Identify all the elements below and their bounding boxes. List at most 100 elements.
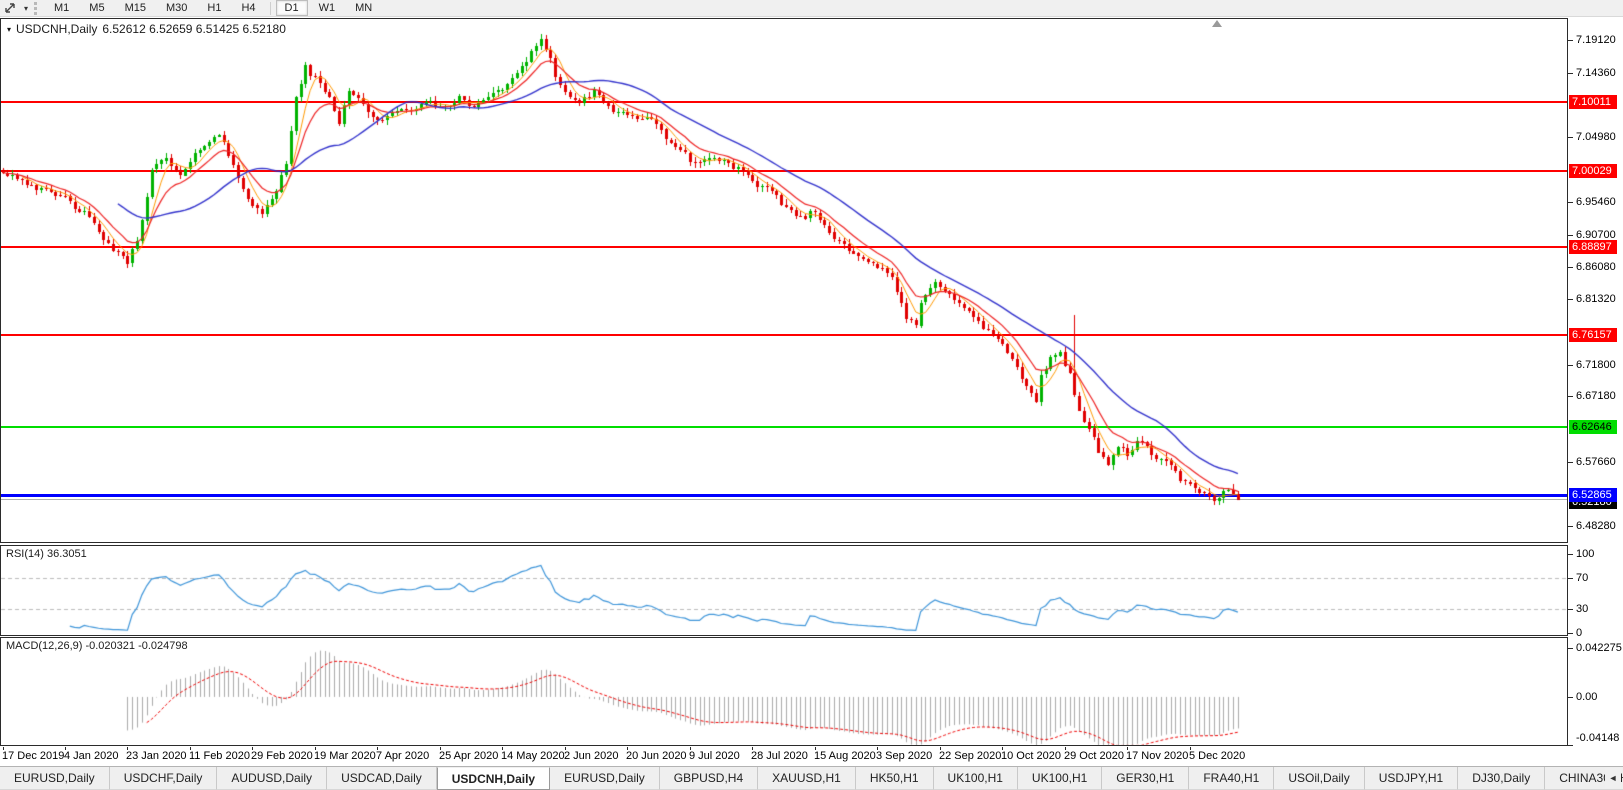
- chart-tab-uk100-h1[interactable]: UK100,H1: [933, 767, 1018, 790]
- date-axis-label: 9 Jul 2020: [689, 750, 740, 762]
- rsi-axis-label: 0: [1576, 627, 1583, 639]
- date-axis-label: 29 Feb 2020: [251, 750, 313, 762]
- price-axis-tick: [1568, 365, 1573, 366]
- date-axis-label: 10 Oct 2020: [1001, 750, 1061, 762]
- date-axis-tick: [940, 747, 941, 750]
- chart-title-collapse-icon[interactable]: ▾: [7, 24, 12, 34]
- date-axis-label: 17 Nov 2020: [1126, 750, 1189, 762]
- macd-axis-label: 0.042275: [1576, 642, 1622, 654]
- price-axis-tick: [1568, 40, 1573, 41]
- price-line-label-7.10011: 7.10011: [1569, 95, 1617, 109]
- date-axis-tick: [627, 747, 628, 750]
- chart-tab-xauusd-h1[interactable]: XAUUSD,H1: [758, 767, 856, 790]
- macd-axis-tick: [1568, 648, 1573, 649]
- chart-tab-bar: EURUSD,Daily USDCHF,Daily AUDUSD,Daily USDC…: [0, 766, 1623, 790]
- chart-shift-marker-icon[interactable]: [1212, 20, 1222, 27]
- price-chart-canvas[interactable]: [0, 18, 1568, 543]
- date-axis-tick: [127, 747, 128, 750]
- timeframe-buttons: M1 M5 M15 M30 H1 H4 D1 W1 MN: [44, 0, 382, 16]
- date-axis-label: 14 May 2020: [501, 750, 565, 762]
- date-axis-tick: [252, 747, 253, 750]
- price-axis-tick: [1568, 267, 1573, 268]
- price-axis-tick: [1568, 235, 1573, 236]
- chart-tab-eurusd-daily[interactable]: EURUSD,Daily: [550, 767, 660, 790]
- price-line-label-6.62646: 6.62646: [1569, 420, 1617, 434]
- chart-tab-usdcnh-daily[interactable]: USDCNH,Daily: [436, 767, 551, 790]
- timeframe-button-m30[interactable]: M30: [165, 2, 188, 14]
- price-axis-label: 6.86080: [1576, 261, 1616, 273]
- date-axis-tick: [3, 747, 4, 750]
- chart-tab-gbpusd-h4[interactable]: GBPUSD,H4: [659, 767, 759, 790]
- macd-header: MACD(12,26,9) -0.020321 -0.024798: [6, 640, 188, 652]
- price-axis-label: 7.04980: [1576, 131, 1616, 143]
- rsi-header: RSI(14) 36.3051: [6, 548, 87, 560]
- timeframe-button-h1[interactable]: H1: [207, 2, 222, 14]
- chart-tab-ger30-h1[interactable]: GER30,H1: [1102, 767, 1190, 790]
- chart-tab-eurusd-daily[interactable]: EURUSD,Daily: [0, 767, 110, 790]
- chart-tab-audusd-daily[interactable]: AUDUSD,Daily: [217, 767, 328, 790]
- timeframe-toolbar: ▾ M1 M5 M15 M30 H1 H4 D1 W1 MN: [0, 0, 1623, 17]
- rsi-axis-tick: [1568, 554, 1573, 555]
- date-axis-tick: [690, 747, 691, 750]
- cursor-tool-icon[interactable]: [0, 1, 20, 16]
- rsi-axis-tick: [1568, 633, 1573, 634]
- date-axis-tick: [65, 747, 66, 750]
- date-axis-label: 23 Jan 2020: [126, 750, 187, 762]
- dropdown-arrow-icon[interactable]: ▾: [23, 3, 28, 13]
- macd-axis-label: 0.00: [1576, 691, 1598, 703]
- macd-axis-tick: [1568, 697, 1573, 698]
- date-axis-label: 17 Dec 2019: [2, 750, 65, 762]
- date-axis-tick: [502, 747, 503, 750]
- date-axis-label: 19 Mar 2020: [314, 750, 376, 762]
- timeframe-button-m5[interactable]: M5: [89, 2, 105, 14]
- chart-tab-usdchf-daily[interactable]: USDCHF,Daily: [109, 767, 218, 790]
- toolbar-grip[interactable]: [34, 1, 40, 15]
- date-axis-label: 4 Jan 2020: [64, 750, 119, 762]
- price-axis-tick: [1568, 202, 1573, 203]
- date-axis-label: 5 Dec 2020: [1189, 750, 1246, 762]
- date-axis-tick: [1190, 747, 1191, 750]
- rsi-axis-tick: [1568, 609, 1573, 610]
- price-line-label-6.88897: 6.88897: [1569, 240, 1617, 254]
- date-axis-tick: [1127, 747, 1128, 750]
- tab-scroll-left-icon[interactable]: ◄: [1605, 768, 1621, 788]
- chart-tab-usdjpy-h1[interactable]: USDJPY,H1: [1364, 767, 1459, 790]
- cursor-tool-glyph: [4, 3, 15, 13]
- date-axis-tick: [190, 747, 191, 750]
- timeframe-button-d1[interactable]: D1: [275, 0, 308, 16]
- date-axis-label: 11 Feb 2020: [189, 750, 250, 762]
- date-axis-tick: [1002, 747, 1003, 750]
- chart-title[interactable]: ▾ USDCNH,Daily 6.52612 6.52659 6.51425 6…: [7, 22, 286, 36]
- timeframe-button-mn[interactable]: MN: [355, 2, 373, 14]
- date-axis-tick: [1065, 747, 1066, 750]
- price-axis-label: 6.90700: [1576, 229, 1616, 241]
- date-axis: 17 Dec 2019 4 Jan 2020 23 Jan 2020 11 Feb 2…: [0, 747, 1623, 765]
- chart-tab-dj30-daily[interactable]: DJ30,Daily: [1458, 767, 1546, 790]
- rsi-axis-tick: [1568, 578, 1573, 579]
- chart-tab-uk100-h1[interactable]: UK100,H1: [1017, 767, 1103, 790]
- price-axis-tick: [1568, 396, 1573, 397]
- timeframe-button-w1[interactable]: W1: [318, 2, 336, 14]
- price-axis-label: 6.48280: [1576, 520, 1616, 532]
- rsi-canvas[interactable]: [0, 545, 1568, 636]
- chart-tab-hk50-h1[interactable]: HK50,H1: [855, 767, 934, 790]
- timeframe-button-h4[interactable]: H4: [241, 2, 256, 14]
- price-line-label-6.76157: 6.76157: [1569, 328, 1617, 342]
- timeframe-button-m1[interactable]: M1: [54, 2, 70, 14]
- date-axis-label: 20 Jun 2020: [626, 750, 687, 762]
- chart-tab-usdcad-daily[interactable]: USDCAD,Daily: [327, 767, 437, 790]
- price-axis-tick: [1568, 526, 1573, 527]
- macd-axis-tick: [1568, 745, 1573, 746]
- chart-tab-usoil-daily[interactable]: USOil,Daily: [1274, 767, 1365, 790]
- price-line-label-7.00029: 7.00029: [1569, 164, 1617, 178]
- price-axis-tick: [1568, 73, 1573, 74]
- date-axis-label: 25 Apr 2020: [439, 750, 499, 762]
- timeframe-button-m15[interactable]: M15: [124, 2, 146, 14]
- price-axis-label: 7.19120: [1576, 34, 1616, 46]
- date-axis-tick: [815, 747, 816, 750]
- chart-tab-fra40-h1[interactable]: FRA40,H1: [1189, 767, 1275, 790]
- price-axis-label: 7.14360: [1576, 67, 1616, 79]
- macd-canvas[interactable]: [0, 637, 1568, 746]
- price-axis-label: 6.67180: [1576, 390, 1616, 402]
- date-axis-tick: [440, 747, 441, 750]
